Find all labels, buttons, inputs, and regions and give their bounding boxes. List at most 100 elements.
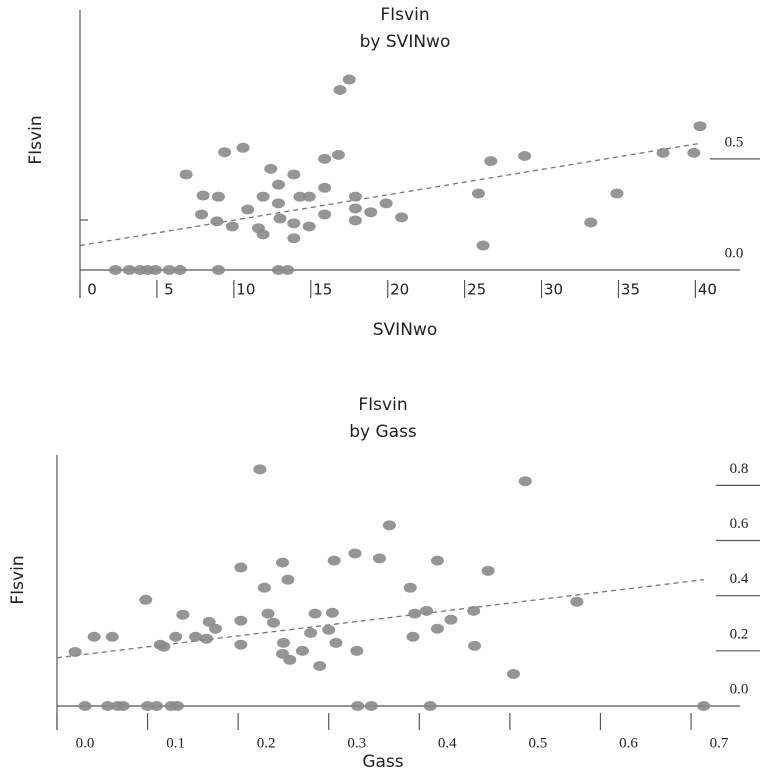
scatter-point <box>325 607 339 618</box>
scatter-point <box>105 631 119 642</box>
scatter-point <box>211 265 225 275</box>
scatter-point <box>348 203 362 214</box>
scatter-point <box>584 217 598 228</box>
scatter-point <box>697 701 711 711</box>
scatter-point <box>218 147 232 158</box>
scatter-point <box>195 209 209 220</box>
scatter-point <box>210 216 224 227</box>
scatter-point <box>333 85 347 95</box>
scatter-point <box>266 617 280 628</box>
x-tick-label: 35 <box>621 281 640 299</box>
scatter-point <box>395 212 409 223</box>
scatter-point <box>570 596 584 607</box>
scatter-point <box>257 582 271 593</box>
scatter-point <box>148 265 162 275</box>
x-tick-label: 15 <box>313 281 332 299</box>
scatter-point <box>234 615 248 626</box>
scatter-point <box>281 574 295 585</box>
scatter-point <box>139 594 153 605</box>
y-axis-title: FIsvin <box>26 115 46 164</box>
scatter-point <box>348 548 362 559</box>
scatter-point <box>116 701 130 711</box>
y-tick-label: 0.8 <box>730 461 749 477</box>
x-axis-title: Gass <box>362 752 403 772</box>
scatter-point <box>318 182 332 193</box>
chart-title: FIsvin <box>358 395 407 415</box>
scatter-point <box>331 149 345 160</box>
y-tick-label: 0.0 <box>730 681 749 697</box>
scatter-point <box>372 553 386 564</box>
scatter-point <box>318 209 332 220</box>
x-tick-label: 30 <box>544 281 563 299</box>
scatter-point <box>273 213 287 224</box>
scatter-point <box>610 188 624 199</box>
scatter-point <box>406 631 420 642</box>
scatter-point <box>276 557 290 568</box>
scatter-point <box>287 169 301 180</box>
scatter-point <box>169 631 183 642</box>
scatter-point <box>318 153 332 164</box>
scatter-point <box>444 614 458 625</box>
scatter-point <box>189 631 203 642</box>
scatter-point <box>476 240 490 251</box>
scatter-point <box>209 623 223 634</box>
scatter-point <box>467 605 481 616</box>
x-tick-label: 0.4 <box>438 735 457 751</box>
scatter-point <box>382 520 396 531</box>
x-tick-label: 20 <box>390 281 409 299</box>
scatter-point <box>287 218 301 229</box>
x-tick-label: 10 <box>236 281 255 299</box>
scatter-point <box>78 701 92 711</box>
scatter-point <box>287 233 301 244</box>
scatter-point <box>468 640 482 651</box>
scatter-point <box>348 215 362 226</box>
scatter-point <box>423 701 437 711</box>
scatter-point <box>236 142 250 153</box>
scatter-point <box>342 74 356 85</box>
scatter-point <box>196 190 210 201</box>
x-tick-label: 0.3 <box>347 735 366 751</box>
scatter-point <box>351 701 365 711</box>
scatter-point <box>157 641 171 652</box>
scatter-point <box>225 221 239 232</box>
scatter-point <box>256 191 270 202</box>
x-tick-label: 0.7 <box>710 735 729 751</box>
scatter-point <box>379 198 393 209</box>
scatter-point <box>211 191 225 202</box>
scatter-point <box>176 609 190 620</box>
scatter-point <box>276 637 290 648</box>
scatter-point <box>687 147 701 158</box>
scatter-point <box>122 265 136 275</box>
scatter-point <box>364 701 378 711</box>
x-tick-label: 0.0 <box>76 735 95 751</box>
scatter-point <box>350 645 364 656</box>
scatter-point <box>256 229 270 240</box>
scatter-point <box>101 701 115 711</box>
scatter-point <box>420 605 434 616</box>
scatter-point <box>199 633 213 644</box>
scatter-point <box>471 188 485 199</box>
scatter-point <box>322 624 336 635</box>
scatter-point <box>150 701 164 711</box>
scatter-point <box>364 207 378 218</box>
x-tick-label: 0.5 <box>528 735 547 751</box>
x-tick-label: 0.1 <box>166 735 185 751</box>
scatter-point <box>506 669 520 680</box>
scatter-point <box>484 156 498 167</box>
scatter-point <box>87 631 101 642</box>
scatter-point <box>693 121 707 132</box>
scatter-point <box>308 608 322 619</box>
scatter-point <box>179 169 193 180</box>
scatter-point <box>408 608 422 619</box>
scatter-point <box>481 565 495 576</box>
scatter-point <box>271 265 285 275</box>
scatter-point <box>281 265 295 275</box>
scatter-point <box>348 191 362 202</box>
scatter-point <box>253 464 267 475</box>
scatter-point <box>518 476 532 487</box>
scatter-point <box>283 654 297 665</box>
x-axis-title: SVINwo <box>373 320 437 340</box>
chart-title: FIsvin <box>380 5 429 25</box>
y-tick-label: 0.0 <box>725 245 744 261</box>
scatter-point <box>403 582 417 593</box>
